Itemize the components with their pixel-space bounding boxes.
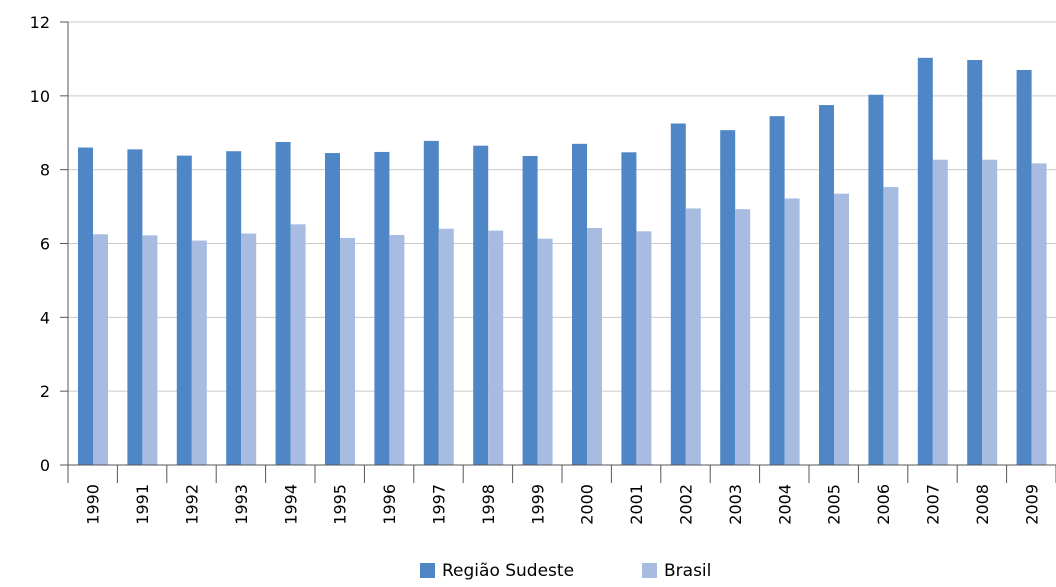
- bar-brasil-1995: [340, 237, 355, 465]
- x-tick-label: 1997: [430, 484, 449, 525]
- legend-swatch-brasil: [642, 563, 657, 578]
- bar-brasil-2000: [587, 227, 602, 465]
- x-tick-label: 2001: [627, 484, 646, 525]
- x-tick-label: 2008: [973, 484, 992, 525]
- x-tick-label: 2002: [677, 484, 696, 525]
- x-tick-label: 1994: [281, 484, 300, 525]
- bar-regiao-sudeste-1993: [226, 151, 242, 466]
- bar-regiao-sudeste-1997: [423, 140, 439, 465]
- bar-regiao-sudeste-1990: [78, 147, 93, 465]
- bar-regiao-sudeste-2009: [1016, 69, 1032, 465]
- bar-regiao-sudeste-2006: [868, 94, 884, 465]
- y-tick-label: 8: [40, 161, 50, 180]
- x-tick-label: 2004: [775, 484, 794, 525]
- bar-brasil-1998: [488, 230, 504, 465]
- bar-brasil-1994: [290, 224, 306, 465]
- bar-regiao-sudeste-1992: [176, 155, 192, 465]
- bar-brasil-2005: [834, 193, 849, 465]
- y-tick-label: 10: [30, 87, 50, 106]
- bar-regiao-sudeste-1996: [374, 151, 390, 466]
- bar-regiao-sudeste-2007: [917, 57, 933, 465]
- x-tick-label: 1991: [133, 484, 152, 525]
- bar-regiao-sudeste-2000: [572, 143, 587, 465]
- bar-regiao-sudeste-2003: [720, 130, 736, 465]
- x-tick-label: 1993: [232, 484, 251, 525]
- x-tick-label: 2003: [726, 484, 745, 525]
- bar-brasil-1997: [438, 228, 454, 465]
- y-tick-label: 4: [40, 308, 50, 327]
- gridlines: [68, 21, 1056, 392]
- y-tick-label: 6: [40, 235, 50, 254]
- legend-swatch-regiao-sudeste: [420, 563, 435, 578]
- bar-brasil-1996: [389, 235, 405, 465]
- bar-regiao-sudeste-1999: [522, 156, 538, 465]
- bars: [78, 57, 1047, 466]
- bar-brasil-1991: [142, 235, 158, 465]
- bar-regiao-sudeste-1991: [127, 149, 143, 466]
- bar-brasil-1999: [537, 238, 553, 465]
- legend-label-regiao-sudeste: Região Sudeste: [442, 561, 574, 581]
- bar-brasil-2007: [932, 159, 948, 466]
- y-tick-label: 0: [40, 456, 50, 475]
- x-tick-label: 1992: [183, 484, 202, 525]
- x-tick-label: 1990: [84, 484, 103, 525]
- x-tick-label: 1995: [331, 484, 350, 525]
- bar-regiao-sudeste-2005: [819, 105, 834, 465]
- bar-brasil-2004: [784, 198, 800, 465]
- bar-regiao-sudeste-1998: [473, 145, 489, 465]
- bar-brasil-1990: [93, 234, 108, 465]
- x-tick-label: 2009: [1022, 484, 1041, 525]
- bar-regiao-sudeste-1994: [275, 141, 291, 465]
- x-tick-label: 1999: [528, 484, 547, 525]
- x-tick-label: 2006: [874, 484, 893, 525]
- x-tick-label: 2005: [825, 484, 844, 525]
- bar-brasil-1993: [241, 233, 257, 465]
- bar-regiao-sudeste-2008: [967, 60, 983, 465]
- x-tick-label: 1998: [479, 484, 498, 525]
- bar-brasil-1992: [191, 240, 207, 465]
- bar-regiao-sudeste-2002: [670, 123, 686, 465]
- y-tick-label: 2: [40, 382, 50, 401]
- bar-brasil-2006: [883, 187, 899, 465]
- x-tick-label: 2007: [924, 484, 943, 525]
- bar-brasil-2009: [1031, 163, 1047, 465]
- bar-regiao-sudeste-1995: [325, 153, 340, 465]
- bar-brasil-2003: [735, 209, 751, 465]
- axes: 0 2 4 6 8 10 12 1990 1991 1992 1993 1994 1995 1996 199…: [30, 13, 1056, 525]
- x-tick-label: 2000: [578, 484, 597, 525]
- x-tick-label: 1996: [380, 484, 399, 525]
- legend: Região Sudeste Brasil: [420, 561, 711, 581]
- bar-brasil-2008: [982, 159, 998, 466]
- bar-brasil-2002: [685, 208, 701, 465]
- bar-regiao-sudeste-2004: [769, 116, 785, 465]
- bar-regiao-sudeste-2001: [621, 152, 637, 465]
- y-tick-label: 12: [30, 13, 50, 32]
- bar-brasil-2001: [636, 231, 652, 465]
- legend-label-brasil: Brasil: [664, 561, 711, 581]
